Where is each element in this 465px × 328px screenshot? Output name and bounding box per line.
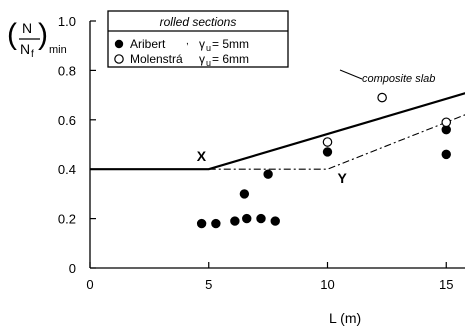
chart-axes: 051015202500.20.40.60.81.0 xyxy=(58,14,465,292)
annotation-composite-slab-text: composite slab xyxy=(362,73,435,85)
x-tick-label: 0 xyxy=(86,277,93,292)
legend-value-molenstra: = 6mm xyxy=(212,52,249,66)
legend-gamma-sub-aribert: u xyxy=(206,43,211,53)
point-label-x: X xyxy=(197,148,207,164)
point-aribert xyxy=(196,218,207,229)
point-aribert xyxy=(322,147,333,157)
point-aribert xyxy=(441,149,451,160)
point-aribert xyxy=(256,213,266,224)
y-tick-label: 0.6 xyxy=(58,113,76,128)
y-label-left-paren: ( xyxy=(7,18,17,51)
y-tick-label: 0.2 xyxy=(58,212,76,227)
y-label-subscript: min xyxy=(49,44,67,56)
legend-gamma-sub-molenstra: u xyxy=(206,58,211,68)
y-label-denominator: N xyxy=(20,41,30,57)
point-aribert xyxy=(270,216,280,226)
point-aribert xyxy=(239,189,250,199)
point-aribert xyxy=(242,213,252,224)
y-axis-label: ( N N f ) min xyxy=(7,18,67,60)
legend-marker-aribert xyxy=(114,39,124,49)
point-molenstra xyxy=(377,92,387,103)
legend-gamma-molenstra: γ xyxy=(199,52,205,66)
y-label-numerator: N xyxy=(22,20,32,36)
legend-box xyxy=(107,10,289,68)
point-aribert xyxy=(211,218,221,229)
y-tick-label: 0.8 xyxy=(58,63,76,78)
legend-marker-molenstra xyxy=(114,54,124,64)
y-label-right-paren: ) xyxy=(38,18,48,51)
legend: rolled sections Aribert , γ u = 5mm Mole… xyxy=(107,10,289,68)
point-aribert xyxy=(263,169,273,179)
annotation-composite-slab: composite slab xyxy=(339,69,435,85)
x-tick-label: 15 xyxy=(439,277,453,292)
annotation-leader-line xyxy=(339,69,363,80)
y-tick-label: 1.0 xyxy=(58,14,76,29)
y-tick-label: 0.4 xyxy=(58,162,76,177)
x-tick-label: 10 xyxy=(320,277,334,292)
point-molenstra xyxy=(322,137,333,147)
legend-title: rolled sections xyxy=(160,15,237,29)
legend-gamma-aribert: γ xyxy=(199,37,205,51)
legend-label-aribert: Aribert xyxy=(130,37,166,51)
legend-value-aribert: = 5mm xyxy=(212,37,249,51)
y-label-denominator-sub: f xyxy=(31,49,34,60)
chart-labels: XYZ xyxy=(197,148,348,186)
legend-comma-aribert: , xyxy=(186,36,189,47)
point-molenstra xyxy=(441,117,452,128)
line-rolled-sections xyxy=(90,92,465,171)
point-label-y: Y xyxy=(338,170,348,186)
chart-points xyxy=(196,92,452,229)
legend-label-molenstra: Molenstrá xyxy=(130,52,183,66)
point-aribert xyxy=(230,216,240,226)
x-tick-label: 5 xyxy=(205,277,212,292)
chart-lines xyxy=(90,92,465,171)
y-tick-label: 0 xyxy=(69,261,76,276)
x-axis-label: L (m) xyxy=(329,310,361,326)
